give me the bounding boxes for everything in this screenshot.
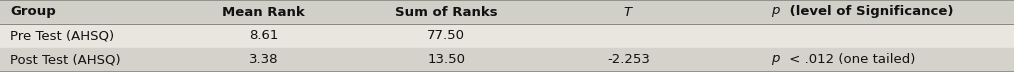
Text: 13.50: 13.50	[427, 53, 465, 67]
Text: Group: Group	[10, 5, 56, 19]
Text: (level of Significance): (level of Significance)	[785, 5, 953, 19]
Text: -2.253: -2.253	[607, 53, 650, 67]
Text: $p$: $p$	[771, 5, 781, 19]
Text: 77.50: 77.50	[427, 30, 465, 42]
Text: 3.38: 3.38	[248, 53, 279, 67]
Bar	[0, 48, 1014, 72]
Bar	[0, 0, 1014, 24]
Text: Pre Test (AHSQ): Pre Test (AHSQ)	[10, 30, 115, 42]
Text: < .012 (one tailed): < .012 (one tailed)	[785, 53, 916, 67]
Text: $p$: $p$	[771, 53, 781, 67]
Bar	[0, 24, 1014, 48]
Text: Sum of Ranks: Sum of Ranks	[394, 5, 498, 19]
Text: Post Test (AHSQ): Post Test (AHSQ)	[10, 53, 121, 67]
Text: $T$: $T$	[624, 5, 634, 19]
Text: Mean Rank: Mean Rank	[222, 5, 305, 19]
Text: 8.61: 8.61	[249, 30, 278, 42]
